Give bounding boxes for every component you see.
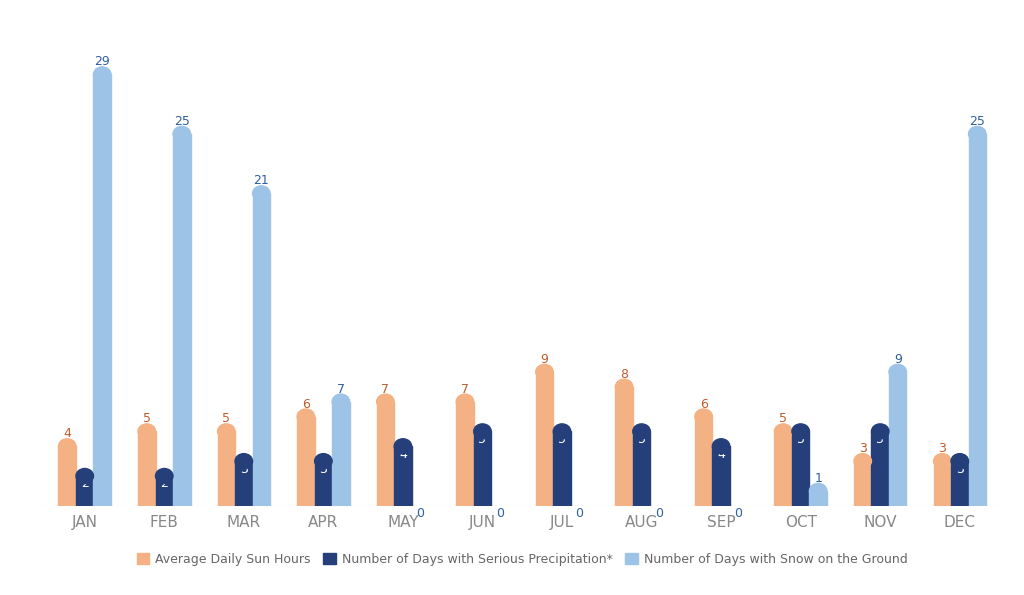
Ellipse shape [969, 126, 986, 142]
Text: 7: 7 [461, 383, 469, 396]
Text: 3: 3 [955, 463, 964, 475]
Ellipse shape [138, 424, 156, 439]
Text: 9: 9 [894, 353, 902, 366]
Ellipse shape [297, 409, 314, 424]
Bar [695, 416, 713, 506]
Text: 21: 21 [253, 174, 269, 187]
Ellipse shape [377, 394, 394, 409]
Text: 3: 3 [938, 442, 946, 455]
Bar [809, 491, 827, 506]
Text: 5: 5 [478, 433, 486, 446]
Bar [474, 431, 492, 506]
Text: 5: 5 [779, 412, 787, 425]
Text: 3: 3 [240, 463, 248, 475]
Ellipse shape [253, 186, 270, 201]
Bar [76, 476, 93, 506]
Ellipse shape [774, 424, 792, 439]
Bar [457, 402, 474, 506]
Bar [156, 476, 173, 506]
Text: 0: 0 [655, 507, 664, 520]
Text: 5: 5 [877, 433, 884, 446]
Ellipse shape [809, 483, 827, 499]
Ellipse shape [713, 439, 730, 454]
Bar [93, 74, 111, 506]
Bar [774, 431, 792, 506]
Ellipse shape [332, 394, 349, 409]
Ellipse shape [695, 409, 713, 424]
Ellipse shape [792, 424, 809, 439]
Bar [553, 431, 570, 506]
Ellipse shape [314, 453, 332, 469]
Text: 6: 6 [302, 397, 310, 411]
Text: 4: 4 [717, 447, 725, 461]
Text: 25: 25 [970, 115, 985, 128]
Text: 4: 4 [63, 427, 71, 440]
Ellipse shape [457, 394, 474, 409]
Bar [889, 372, 906, 506]
Text: 0: 0 [496, 507, 504, 520]
Ellipse shape [394, 439, 412, 454]
Bar [792, 431, 809, 506]
Ellipse shape [871, 424, 889, 439]
Bar [253, 193, 270, 506]
Text: 0: 0 [734, 507, 742, 520]
Ellipse shape [536, 364, 553, 380]
Bar [377, 402, 394, 506]
Bar [394, 446, 412, 506]
Ellipse shape [951, 453, 969, 469]
Bar [871, 431, 889, 506]
Ellipse shape [934, 453, 951, 469]
Bar [217, 431, 236, 506]
Bar [297, 416, 314, 506]
Ellipse shape [553, 424, 570, 439]
Ellipse shape [615, 379, 633, 394]
Ellipse shape [854, 453, 871, 469]
Ellipse shape [76, 468, 93, 484]
Text: 0: 0 [417, 507, 424, 520]
Text: 5: 5 [222, 412, 230, 425]
Text: 6: 6 [699, 397, 708, 411]
Text: 25: 25 [174, 115, 189, 128]
Bar [536, 372, 553, 506]
Legend: Average Daily Sun Hours, Number of Days with Serious Precipitation*, Number of D: Average Daily Sun Hours, Number of Days … [131, 548, 913, 571]
Bar [332, 402, 349, 506]
Text: 4: 4 [399, 447, 407, 461]
Bar [236, 461, 253, 506]
Ellipse shape [93, 67, 111, 82]
Bar [951, 461, 969, 506]
Text: 3: 3 [859, 442, 866, 455]
Ellipse shape [474, 424, 492, 439]
Text: 5: 5 [638, 433, 645, 446]
Text: 5: 5 [558, 433, 566, 446]
Bar [713, 446, 730, 506]
Ellipse shape [889, 364, 906, 380]
Bar [934, 461, 951, 506]
Bar [615, 387, 633, 506]
Bar [314, 461, 332, 506]
Text: 0: 0 [575, 507, 584, 520]
Bar [969, 134, 986, 506]
Text: 9: 9 [541, 353, 549, 366]
Text: 7: 7 [381, 383, 389, 396]
Text: 7: 7 [337, 383, 345, 396]
Text: 29: 29 [94, 55, 111, 68]
Ellipse shape [173, 126, 190, 142]
Ellipse shape [217, 424, 236, 439]
Text: 1: 1 [814, 472, 822, 485]
Bar [58, 446, 76, 506]
Text: 8: 8 [621, 368, 628, 381]
Bar [173, 134, 190, 506]
Bar [633, 431, 650, 506]
Text: 2: 2 [81, 477, 89, 490]
Ellipse shape [156, 468, 173, 484]
Bar [138, 431, 156, 506]
Bar [854, 461, 871, 506]
Ellipse shape [633, 424, 650, 439]
Text: 5: 5 [142, 412, 151, 425]
Text: 3: 3 [319, 463, 328, 475]
Ellipse shape [236, 453, 253, 469]
Ellipse shape [58, 439, 76, 454]
Text: 2: 2 [161, 477, 168, 490]
Text: 5: 5 [797, 433, 805, 446]
